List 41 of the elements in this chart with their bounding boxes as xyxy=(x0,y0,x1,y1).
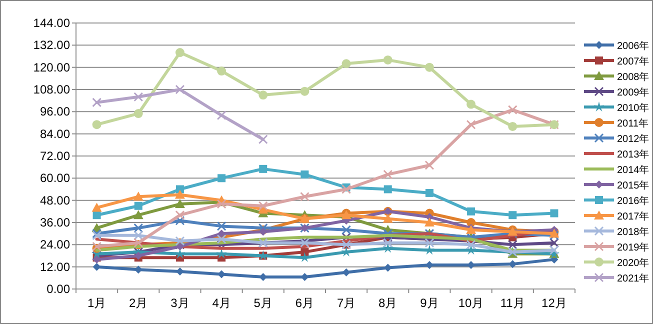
legend-label: 2020年 xyxy=(617,257,650,269)
legend-label: 2009年 xyxy=(617,86,650,98)
legend-label: 2010年 xyxy=(617,102,650,114)
legend-label: 2018年 xyxy=(617,226,650,238)
legend-label: 2006年 xyxy=(617,40,650,52)
y-tick-label: 48.00 xyxy=(40,193,70,208)
y-tick-label: 60.00 xyxy=(40,171,70,186)
legend-label: 2016年 xyxy=(617,195,650,207)
x-tick-label: 2月 xyxy=(129,296,148,310)
legend-label: 2013年 xyxy=(617,148,650,160)
legend-label: 2015年 xyxy=(617,180,650,192)
x-tick-label: 1月 xyxy=(87,296,106,310)
y-tick-label: 144.00 xyxy=(33,16,70,30)
y-tick-label: 72.00 xyxy=(40,149,70,163)
y-tick-label: 24.00 xyxy=(40,238,70,252)
x-tick-label: 6月 xyxy=(295,296,314,310)
legend-label: 2012年 xyxy=(617,133,650,145)
legend-label: 2019年 xyxy=(617,242,650,254)
y-tick-label: 132.00 xyxy=(33,38,70,52)
x-tick-label: 3月 xyxy=(170,296,190,310)
x-tick-label: 8月 xyxy=(378,296,398,310)
x-tick-label: 4月 xyxy=(212,296,231,310)
x-tick-label: 5月 xyxy=(254,296,272,310)
legend-label: 2011年 xyxy=(617,118,649,130)
legend-label: 2008年 xyxy=(617,71,650,83)
y-tick-label: 120.00 xyxy=(33,60,70,74)
legend-label: 2017年 xyxy=(617,210,650,222)
x-tick-label: 11月 xyxy=(500,296,525,310)
y-tick-label: 96.00 xyxy=(40,104,70,119)
legend-label: 2007年 xyxy=(617,56,650,68)
y-tick-label: 0.00 xyxy=(46,282,70,296)
y-tick-label: 12.00 xyxy=(40,260,70,274)
y-tick-label: 108.00 xyxy=(33,82,70,96)
y-tick-label: 84.00 xyxy=(40,126,70,141)
x-tick-label: 7月 xyxy=(336,296,356,310)
x-tick-label: 12月 xyxy=(542,296,567,310)
legend-label: 2021年 xyxy=(617,272,650,284)
legend-label: 2014年 xyxy=(617,164,650,176)
x-tick-label: 10月 xyxy=(458,296,484,310)
x-tick-label: 9月 xyxy=(420,296,439,310)
y-tick-label: 36.00 xyxy=(40,216,70,230)
